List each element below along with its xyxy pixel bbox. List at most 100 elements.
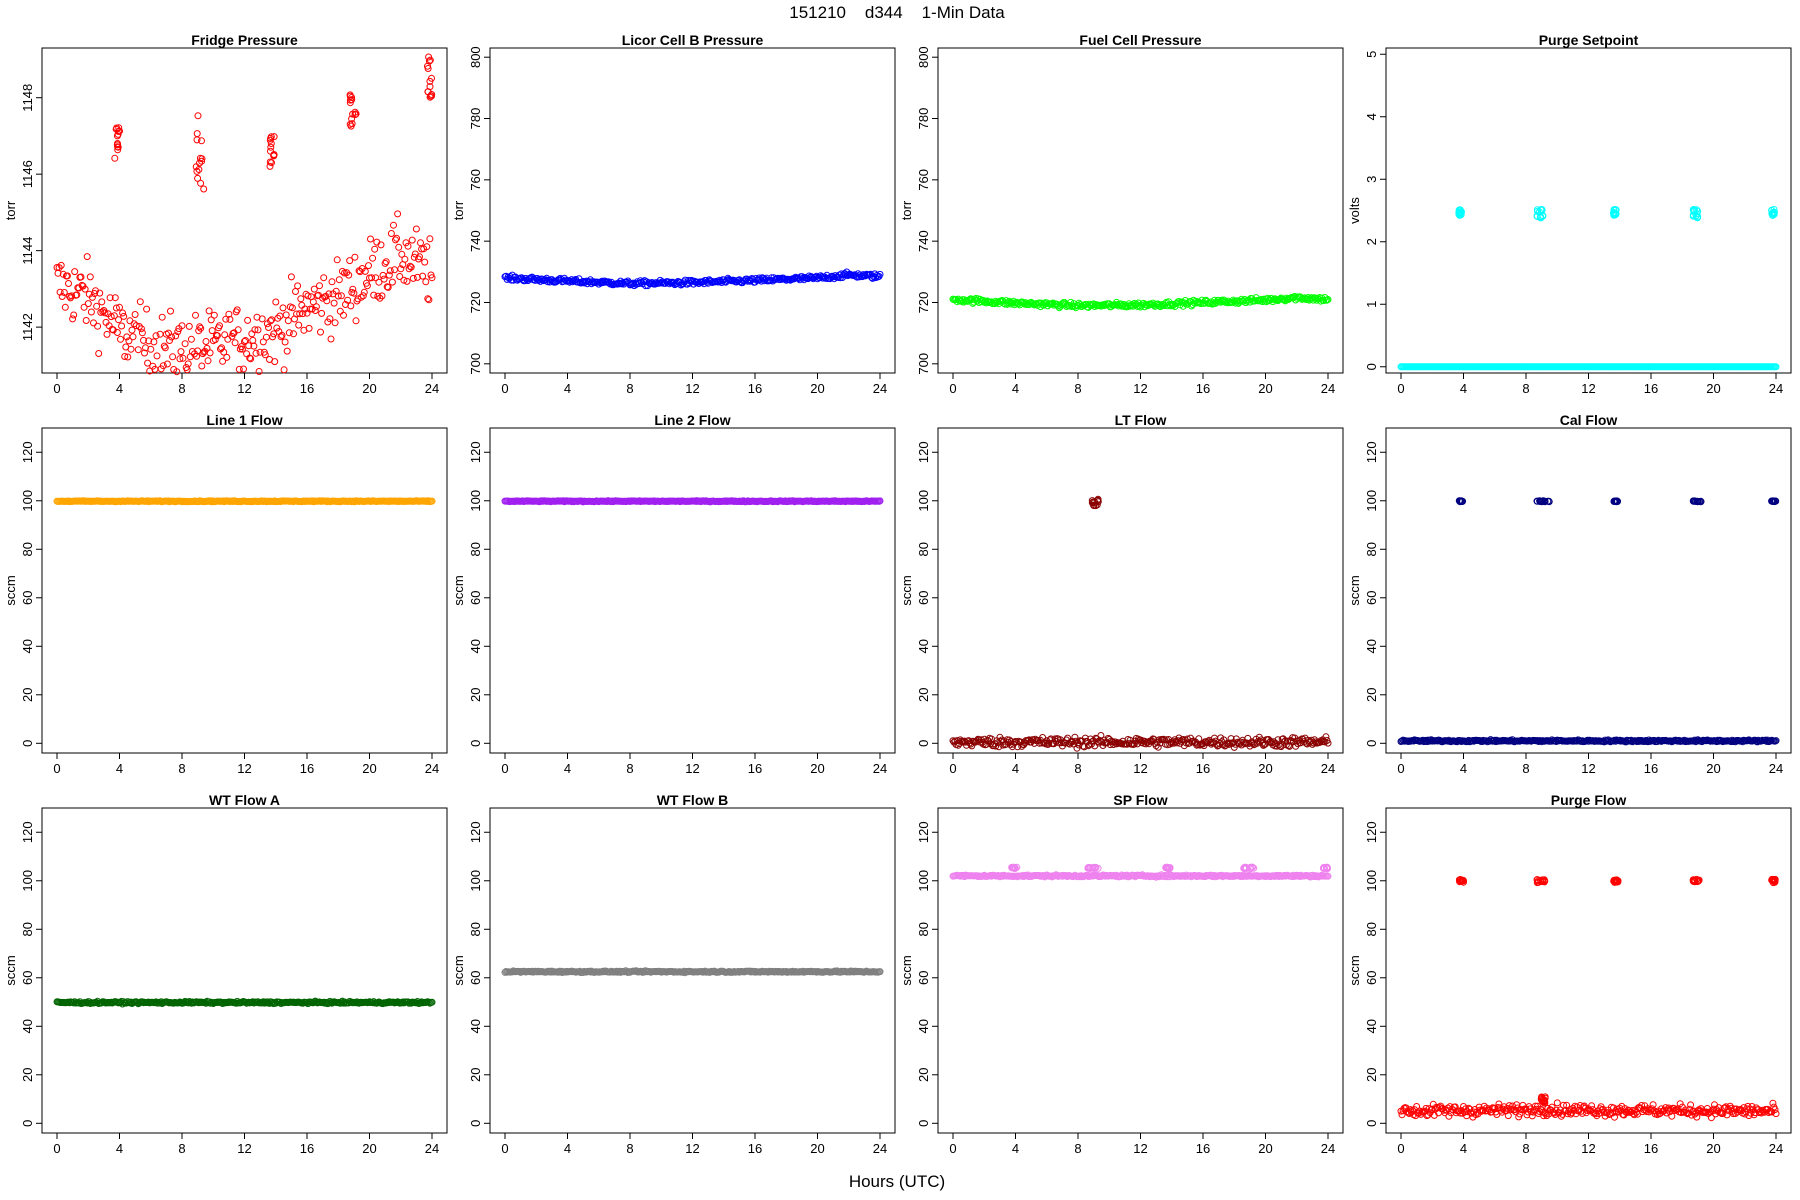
data-point — [407, 263, 415, 271]
x-tick-label: 24 — [1321, 1141, 1335, 1156]
data-point — [1770, 208, 1778, 216]
y-tick-label: 100 — [20, 490, 35, 512]
x-tick-label: 4 — [116, 1141, 123, 1156]
data-point — [335, 276, 343, 284]
data-point — [216, 322, 223, 330]
y-tick-label: 20 — [1364, 1068, 1379, 1082]
x-tick-label: 20 — [810, 381, 824, 396]
data-point — [197, 179, 205, 187]
x-tick-label: 8 — [1074, 761, 1081, 776]
data-point — [351, 108, 359, 116]
data-point — [375, 278, 383, 286]
data-point — [424, 295, 432, 303]
data-point — [187, 335, 195, 343]
y-tick-label: 780 — [916, 108, 931, 130]
data-point — [250, 342, 258, 350]
data-point — [325, 290, 333, 298]
data-point — [397, 265, 405, 273]
data-point — [1537, 213, 1545, 221]
data-point — [196, 154, 204, 162]
x-tick-label: 0 — [501, 381, 508, 396]
data-point — [245, 342, 253, 350]
data-point — [132, 322, 140, 330]
data-point — [349, 285, 357, 293]
data-point — [195, 166, 203, 173]
data-point — [70, 311, 78, 319]
panel-title: Fridge Pressure — [191, 32, 298, 48]
x-tick-label: 24 — [873, 761, 887, 776]
data-point — [107, 313, 115, 321]
x-tick-label: 20 — [1258, 761, 1272, 776]
data-point — [369, 254, 377, 262]
data-point — [252, 349, 260, 357]
data-point — [158, 313, 166, 321]
data-point — [390, 221, 397, 229]
y-tick-label: 20 — [20, 688, 35, 702]
data-point — [395, 243, 403, 251]
y-tick-label: 60 — [916, 591, 931, 605]
data-points — [1397, 206, 1780, 371]
y-tick-label: 60 — [20, 591, 35, 605]
data-point — [167, 307, 174, 315]
data-point — [131, 311, 139, 318]
data-point — [401, 255, 409, 263]
x-tick-label: 4 — [1460, 761, 1467, 776]
x-tick-label: 16 — [748, 761, 762, 776]
data-point — [410, 253, 418, 261]
data-point — [384, 283, 392, 291]
x-tick-label: 12 — [1581, 1141, 1595, 1156]
data-point — [1275, 296, 1283, 304]
data-point — [178, 322, 186, 330]
data-point — [287, 273, 295, 281]
y-tick-label: 0 — [1364, 740, 1379, 747]
data-point — [198, 137, 205, 145]
data-point — [1067, 298, 1075, 306]
data-point — [306, 305, 314, 313]
data-point — [244, 316, 252, 324]
data-point — [114, 146, 122, 154]
data-point — [268, 159, 275, 167]
data-point — [228, 332, 236, 340]
data-point — [412, 225, 420, 233]
data-point — [124, 353, 132, 361]
data-point — [1315, 295, 1323, 303]
data-point — [294, 282, 302, 290]
data-points — [949, 292, 1332, 312]
data-point — [270, 133, 278, 141]
data-point — [213, 332, 221, 340]
data-point — [267, 317, 274, 325]
x-tick-label: 8 — [1074, 1141, 1081, 1156]
y-axis-label: torr — [899, 200, 914, 220]
y-tick-label: 120 — [1364, 441, 1379, 463]
x-tick-label: 8 — [1522, 761, 1529, 776]
data-point — [1538, 206, 1546, 213]
x-tick-label: 20 — [1258, 1141, 1272, 1156]
y-tick-label: 0 — [20, 1120, 35, 1127]
data-point — [95, 350, 103, 357]
data-point — [385, 271, 393, 279]
data-point — [274, 314, 282, 322]
x-tick-label: 4 — [1460, 381, 1467, 396]
y-tick-label: 20 — [916, 1068, 931, 1082]
data-point — [61, 303, 69, 311]
data-point — [394, 210, 402, 218]
data-point — [331, 319, 339, 327]
x-tick-label: 16 — [748, 381, 762, 396]
data-point — [1610, 206, 1618, 214]
y-tick-label: 60 — [916, 971, 931, 985]
data-point — [163, 360, 171, 368]
data-point — [357, 293, 365, 301]
data-point — [311, 307, 319, 314]
data-point — [279, 304, 287, 312]
data-point — [1457, 211, 1465, 219]
data-point — [1324, 296, 1332, 303]
data-point — [98, 298, 106, 306]
data-point — [337, 292, 345, 300]
x-tick-label: 0 — [501, 761, 508, 776]
y-tick-label: 800 — [468, 46, 483, 68]
data-point — [57, 261, 65, 269]
data-point — [60, 289, 68, 296]
data-point — [408, 236, 416, 244]
data-point — [113, 124, 121, 132]
y-tick-label: 5 — [1364, 51, 1379, 58]
